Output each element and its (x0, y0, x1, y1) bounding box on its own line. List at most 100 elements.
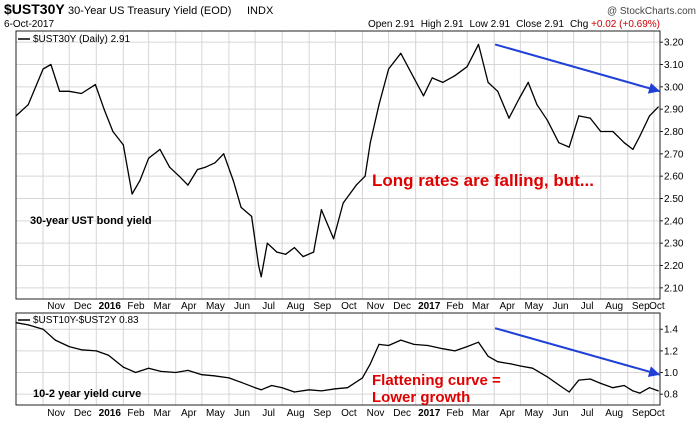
x-tick-label: Feb (446, 408, 464, 419)
data-point (518, 97, 521, 99)
data-point (320, 209, 323, 211)
data-point (187, 369, 189, 371)
data-point (346, 387, 349, 389)
data-point (422, 95, 425, 97)
data-point (112, 130, 114, 133)
data-point (388, 68, 390, 70)
x-tick-label: Nov (367, 301, 385, 312)
x-tick-label: 2016 (99, 408, 122, 419)
x-tick-label: 2016 (99, 301, 122, 312)
y-tick-label: 3.10 (664, 60, 684, 71)
y-tick-label: 2.70 (664, 149, 684, 160)
y-tick-label: 0.8 (664, 390, 678, 401)
data-point (159, 148, 161, 150)
data-point (623, 142, 625, 144)
x-tick-label: Aug (605, 301, 623, 312)
data-point (134, 371, 137, 374)
data-point (568, 146, 570, 148)
data-point (240, 206, 242, 209)
y-tick-label: 1.0 (664, 368, 678, 379)
y-tick-label: 2.10 (664, 283, 684, 294)
data-point (487, 355, 489, 357)
data-point (293, 247, 295, 249)
header-name: 30-Year US Treasury Yield (EOD) (68, 5, 231, 17)
upper-y-axis: 2.10 2.20 2.30 2.40 2.50 2.60 2.70 2.80 2.90 3.00… (660, 38, 684, 294)
y-tick-label: 2.20 (664, 261, 684, 272)
data-point (293, 391, 295, 393)
data-point (510, 363, 512, 365)
data-point (308, 389, 310, 391)
data-point (15, 322, 17, 324)
data-point (334, 388, 336, 390)
data-point (260, 276, 262, 278)
upper-grid (16, 31, 660, 299)
ohlc-label-high: High (421, 19, 444, 30)
y-tick-label: 1.4 (664, 325, 678, 336)
y-tick-label: 3.20 (664, 38, 684, 49)
data-point (497, 361, 499, 363)
y-tick-label: 3.00 (664, 82, 684, 93)
x-tick-label: Aug (287, 408, 305, 419)
x-tick-label: Feb (446, 301, 464, 312)
series-line (15, 43, 659, 278)
data-point (94, 84, 97, 86)
data-point (559, 384, 561, 387)
data-point (260, 389, 262, 391)
y-tick-label: 2.50 (664, 194, 684, 205)
x-tick-label: May (524, 408, 543, 419)
x-axis-lower: Nov Dec 2016 Feb Mar Apr May Jun Jul Aug Sep Oct Nov… (47, 408, 665, 419)
data-point (80, 349, 83, 351)
x-tick-label: 2017 (418, 408, 441, 419)
data-point (254, 387, 256, 389)
header-index: INDX (247, 5, 274, 17)
y-tick-label: 2.90 (664, 105, 684, 116)
data-point (568, 391, 570, 393)
x-tick-label: Feb (127, 408, 145, 419)
lower-grid (16, 313, 660, 405)
lower-panel-frame (15, 312, 661, 406)
data-point (578, 115, 580, 117)
data-point (131, 193, 133, 195)
x-tick-label: Jun (234, 301, 250, 312)
data-point (107, 354, 110, 356)
ohlc-value-open: 2.91 (395, 19, 415, 30)
data-point (589, 378, 591, 380)
data-point (160, 370, 162, 373)
data-point (600, 382, 602, 384)
data-point (558, 142, 560, 144)
data-point (536, 104, 538, 106)
ohlc-value-close: 2.91 (544, 19, 564, 30)
y-tick-label: 2.40 (664, 216, 684, 227)
data-point (400, 52, 402, 54)
lower-series-label: 10-2 year yield curve (33, 388, 141, 400)
trend-line (494, 43, 661, 93)
series-line (15, 322, 659, 394)
ohlc-label-chg: Chg (570, 19, 591, 30)
x-tick-label: Mar (472, 301, 490, 312)
data-point (442, 348, 444, 350)
data-point (648, 115, 651, 117)
data-point (400, 339, 402, 341)
x-tick-label: Sep (313, 408, 331, 419)
x-tick-label: Apr (181, 301, 197, 312)
x-tick-label: Jun (234, 408, 250, 419)
x-tick-label: May (206, 301, 225, 312)
data-point (546, 376, 549, 378)
x-tick-label: May (206, 408, 225, 419)
data-point (320, 390, 323, 392)
data-point (427, 344, 429, 347)
ohlc-value-chg: +0.02 (+0.69%) (591, 19, 660, 30)
data-point (266, 242, 268, 244)
data-point (487, 81, 489, 83)
data-point (68, 345, 70, 348)
x-axis: Nov Dec 2016 Feb Mar Apr May Jun Jul Aug Sep Oct Nov… (47, 301, 665, 312)
x-tick-label: Apr (500, 301, 516, 312)
data-point (578, 379, 580, 381)
data-point (257, 264, 260, 267)
x-tick-label: Oct (649, 301, 665, 312)
data-point (355, 184, 357, 186)
data-point (508, 117, 510, 119)
data-point (139, 180, 141, 182)
yield-curve-series (15, 322, 659, 394)
